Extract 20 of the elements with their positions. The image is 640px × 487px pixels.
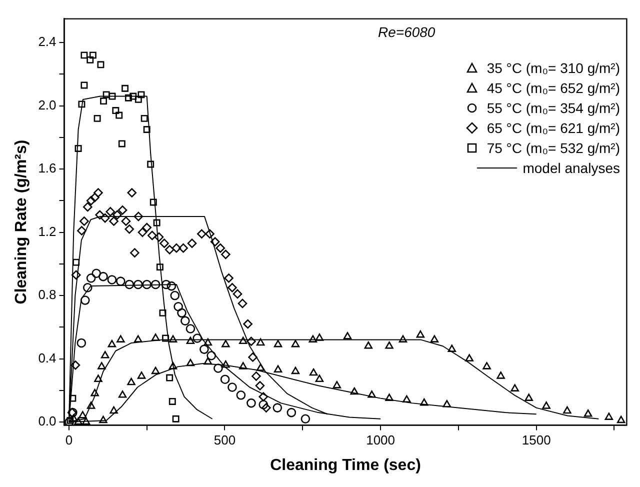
y-tick-label: 2.0 bbox=[38, 97, 56, 112]
x-tick-label: 500 bbox=[214, 432, 236, 448]
legend-label: 55 °C (m₀= 354 g/m²) bbox=[486, 100, 620, 116]
y-tick-label: 1.6 bbox=[38, 160, 56, 176]
y-tick-label: 1.2 bbox=[38, 224, 56, 239]
y-tick-label: 0.0 bbox=[38, 414, 56, 429]
legend-label: 75 °C (m₀= 532 g/m²) bbox=[486, 140, 620, 156]
x-axis-title: Cleaning Time (sec) bbox=[270, 456, 421, 474]
legend-label: 35 °C (m₀= 310 g/m²) bbox=[486, 60, 620, 76]
legend-label: 45 °C (m₀= 652 g/m²) bbox=[486, 80, 620, 96]
x-tick-label: 1500 bbox=[522, 432, 551, 448]
x-tick-label: 1000 bbox=[366, 432, 395, 448]
annotation: Re=6080 bbox=[378, 24, 436, 40]
y-tick-label: 2.4 bbox=[38, 34, 56, 50]
legend-label: model analyses bbox=[522, 160, 620, 176]
y-tick-label: 0.4 bbox=[38, 350, 56, 366]
x-tick-label: 0 bbox=[65, 432, 73, 448]
legend-label: 65 °C (m₀= 621 g/m²) bbox=[486, 120, 620, 136]
y-axis-title: Cleaning Rate (g/m²s) bbox=[13, 140, 30, 304]
y-tick-label: 0.8 bbox=[38, 287, 56, 302]
